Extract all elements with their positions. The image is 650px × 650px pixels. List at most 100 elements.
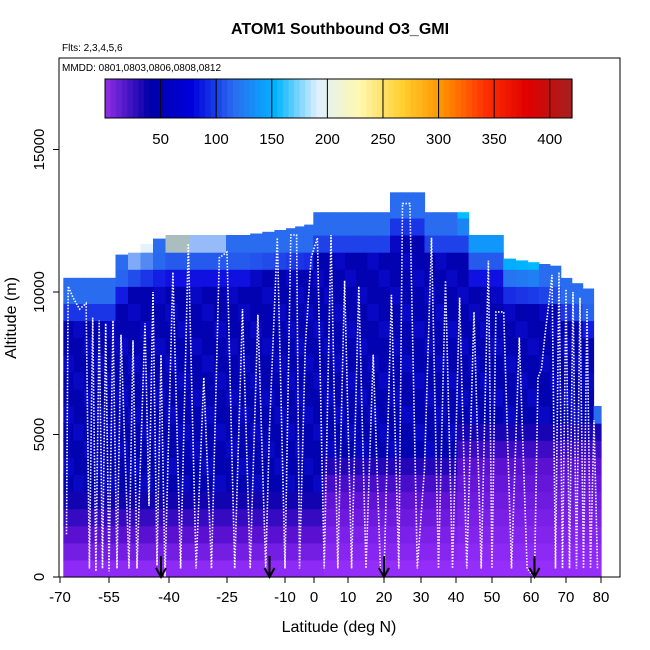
heatmap-cell — [527, 337, 540, 356]
heatmap-cell — [201, 303, 215, 322]
heatmap-cell — [345, 320, 357, 339]
heatmap-cell — [165, 269, 179, 287]
heatmap-cell — [503, 286, 516, 304]
heatmap-cell — [313, 235, 325, 253]
heatmap-cell — [313, 457, 325, 475]
colorbar-segment — [344, 79, 351, 118]
heatmap-cell — [378, 354, 391, 373]
colorbar-segment — [371, 79, 379, 118]
heatmap-cell — [165, 286, 179, 304]
heatmap-cell — [401, 320, 414, 339]
heatmap-cell — [313, 508, 325, 527]
heatmap-cell — [323, 542, 335, 561]
heatmap-cell — [213, 303, 227, 322]
heatmap-cell — [323, 235, 335, 253]
heatmap-cell — [165, 508, 179, 527]
colorbar-tick-label: 50 — [152, 131, 169, 148]
heatmap-cell — [571, 283, 584, 287]
heatmap-cell — [250, 525, 263, 544]
heatmap-cell — [560, 388, 573, 407]
heatmap-cell — [527, 440, 540, 458]
heatmap-cell — [63, 337, 75, 356]
heatmap-cell — [104, 286, 117, 304]
heatmap-cell — [238, 423, 251, 441]
heatmap-cell — [323, 212, 335, 219]
heatmap-cell — [213, 354, 227, 373]
heatmap-cell — [177, 508, 191, 527]
colorbar-segment — [277, 79, 284, 118]
heatmap-cell — [226, 320, 239, 339]
heatmap-cell — [334, 423, 346, 441]
heatmap-cell — [435, 303, 447, 322]
heatmap-cell — [435, 235, 447, 253]
heatmap-cell — [390, 337, 403, 356]
heatmap-cell — [378, 337, 391, 356]
heatmap-cell — [201, 337, 215, 356]
flight-track-profile-5 — [533, 272, 599, 578]
heatmap-cell — [63, 440, 75, 458]
heatmap-cell — [286, 474, 296, 493]
heatmap-cell — [201, 235, 215, 253]
heatmap-cell — [401, 252, 414, 270]
heatmap-cell — [104, 277, 117, 287]
heatmap-cell — [226, 508, 239, 527]
colorbar-segment — [193, 79, 201, 118]
colorbar-segment — [260, 79, 267, 118]
y-tick-label: 15000 — [31, 129, 48, 171]
heatmap-cell — [140, 406, 154, 424]
heatmap-cell — [286, 269, 296, 287]
heatmap-cell — [538, 542, 551, 561]
heatmap-cell — [250, 235, 263, 253]
heatmap-cell — [93, 388, 105, 407]
heatmap-cell — [491, 423, 504, 441]
heatmap-cell — [503, 559, 516, 578]
heatmap-cell — [304, 371, 314, 390]
heatmap-cell — [313, 474, 325, 493]
heatmap-cell — [468, 371, 481, 390]
heatmap-cell — [262, 303, 275, 322]
heatmap-cell — [262, 354, 275, 373]
colorbar-segment — [266, 79, 273, 118]
heatmap-cell — [413, 192, 426, 202]
heatmap-cell — [345, 354, 357, 373]
heatmap-cell — [424, 388, 436, 407]
heatmap-cell — [515, 440, 529, 458]
heatmap-cell — [165, 474, 179, 493]
x-tick-label: 60 — [523, 589, 540, 606]
heatmap-cell — [153, 252, 167, 270]
heatmap-cell — [582, 474, 595, 493]
heatmap-cell — [250, 559, 263, 578]
heatmap-cell — [367, 269, 380, 287]
colorbar-segment — [494, 79, 501, 118]
colorbar-segment — [149, 79, 156, 118]
colorbar-segment — [199, 79, 206, 118]
heatmap-cell — [165, 235, 179, 253]
heatmap-cell — [177, 269, 191, 287]
colorbar-segment — [160, 79, 167, 118]
heatmap-cell — [378, 269, 391, 287]
heatmap-cell — [593, 440, 602, 458]
heatmap-cell — [73, 277, 85, 287]
heatmap-cell — [538, 354, 551, 373]
heatmap-cell — [313, 371, 325, 390]
heatmap-cell — [378, 423, 391, 441]
heatmap-cell — [201, 508, 215, 527]
heatmap-cell — [165, 252, 179, 270]
heatmap-cell — [128, 286, 142, 304]
heatmap-cell — [334, 235, 346, 253]
heatmap-cell — [345, 212, 357, 219]
heatmap-cell — [538, 491, 551, 510]
heatmap-cell — [424, 491, 436, 510]
heatmap-cell — [356, 217, 368, 236]
heatmap-cell — [323, 371, 335, 390]
heatmap-cell — [424, 508, 436, 527]
heatmap-cell — [274, 457, 287, 475]
heatmap-cell — [262, 440, 275, 458]
heatmap-cell — [165, 525, 179, 544]
colorbar-tick-label: 200 — [315, 131, 340, 148]
heatmap-cell — [189, 525, 203, 544]
heatmap-cell — [446, 354, 458, 373]
heatmap-cell — [189, 269, 203, 287]
heatmap-cell — [515, 525, 529, 544]
heatmap-cell — [213, 508, 227, 527]
